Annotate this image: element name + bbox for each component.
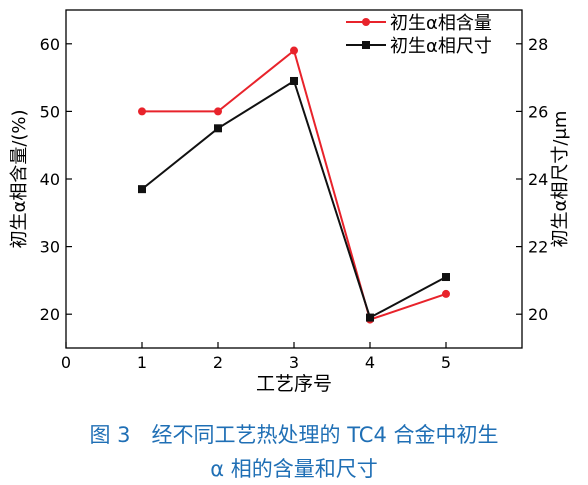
- data-point-content: [442, 289, 450, 298]
- y-right-tick-label: 22: [528, 238, 548, 257]
- data-point-size: [138, 185, 146, 194]
- y-left-tick-label: 50: [40, 102, 60, 121]
- y-left-tick-label: 20: [40, 305, 60, 324]
- x-tick-label: 0: [61, 353, 71, 372]
- series-line-size: [141, 79, 447, 320]
- legend-label-content: 初生α相含量: [390, 13, 492, 34]
- figure-caption-line-1: 图 3 经不同工艺热处理的 TC4 合金中初生: [89, 423, 499, 447]
- plot-frame: [65, 9, 523, 349]
- figure-caption-line-2: α 相的含量和尺寸: [210, 457, 378, 481]
- legend-marker-size: [362, 41, 370, 49]
- x-tick-label: 4: [365, 353, 375, 372]
- legend-label-size: 初生α相尺寸: [390, 36, 492, 57]
- x-axis-label: 工艺序号: [256, 373, 332, 395]
- y-right-tick-label: 26: [528, 102, 548, 121]
- y-right-tick-label: 28: [528, 35, 548, 54]
- data-point-size: [442, 273, 450, 282]
- data-point-size: [214, 124, 222, 133]
- y-axis-right-label: 初生α相尺寸/μm: [550, 111, 571, 248]
- series-line-content: [142, 48, 447, 321]
- y-axis-left-label: 初生α相含量/(%): [9, 109, 30, 248]
- data-point-size: [290, 76, 298, 85]
- y-left-tick-label: 30: [40, 238, 60, 257]
- data-point-size: [366, 313, 374, 322]
- x-tick-label: 1: [137, 353, 147, 372]
- x-tick-label: 3: [289, 353, 299, 372]
- legend-marker-content: [362, 18, 370, 26]
- y-left-tick-label: 40: [40, 170, 60, 189]
- y-right-tick-label: 20: [528, 305, 548, 324]
- y-right-tick-label: 24: [528, 170, 548, 189]
- data-point-content: [138, 107, 146, 116]
- data-point-content: [290, 46, 298, 55]
- y-left-tick-label: 60: [40, 35, 60, 54]
- data-point-content: [214, 107, 222, 116]
- x-tick-label: 5: [441, 353, 451, 372]
- x-tick-label: 2: [213, 353, 223, 372]
